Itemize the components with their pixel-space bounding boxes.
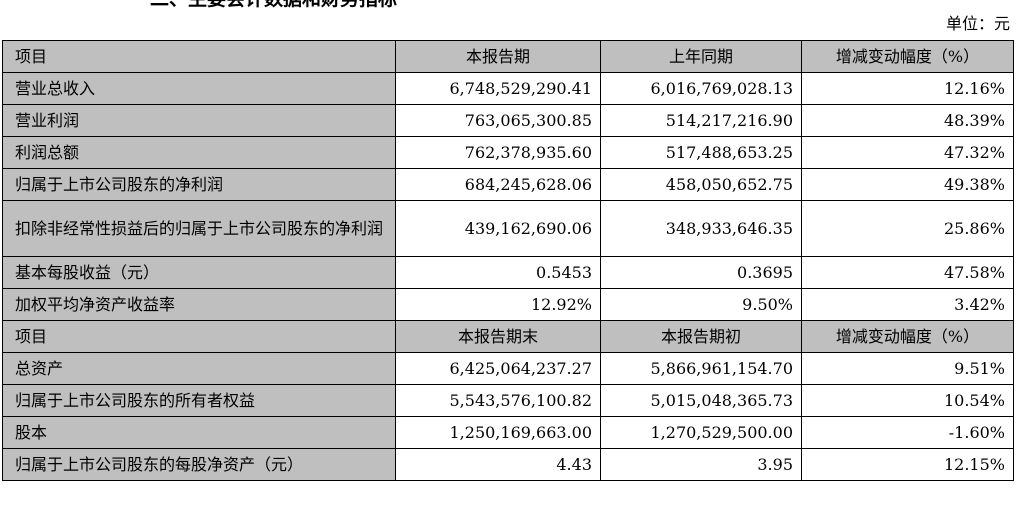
prior-value: 3.95	[600, 448, 802, 481]
column-header-current: 本报告期末	[395, 320, 601, 353]
row-label: 加权平均净资产收益率	[2, 288, 396, 321]
row-label: 总资产	[2, 352, 396, 385]
current-value: 439,162,690.06	[395, 200, 601, 257]
current-value: 12.92%	[395, 288, 601, 321]
prior-value: 517,488,653.25	[600, 136, 802, 169]
row-label: 利润总额	[2, 136, 396, 169]
change-value: 12.15%	[801, 448, 1014, 481]
change-value: 12.16%	[801, 72, 1014, 105]
current-value: 762,378,935.60	[395, 136, 601, 169]
table-header-row: 项目 本报告期 上年同期 增减变动幅度（%）	[2, 40, 1014, 73]
column-header-prior: 本报告期初	[600, 320, 802, 353]
table-row: 加权平均净资产收益率 12.92% 9.50% 3.42%	[2, 288, 1014, 321]
unit-label: 单位：元	[945, 14, 1010, 33]
column-header-change: 增减变动幅度（%）	[801, 40, 1014, 73]
current-value: 1,250,169,663.00	[395, 416, 601, 449]
change-value: 49.38%	[801, 168, 1014, 201]
table-row: 扣除非经常性损益后的归属于上市公司股东的净利润 439,162,690.06 3…	[2, 200, 1014, 257]
column-header-change: 增减变动幅度（%）	[801, 320, 1014, 353]
section-title: 二、主要会计数据和财务指标	[150, 0, 397, 9]
prior-value: 1,270,529,500.00	[600, 416, 802, 449]
column-header-current: 本报告期	[395, 40, 601, 73]
row-label: 营业利润	[2, 104, 396, 137]
current-value: 684,245,628.06	[395, 168, 601, 201]
table-header-row: 项目 本报告期末 本报告期初 增减变动幅度（%）	[2, 320, 1014, 353]
prior-value: 458,050,652.75	[600, 168, 802, 201]
prior-value: 5,866,961,154.70	[600, 352, 802, 385]
prior-value: 348,933,646.35	[600, 200, 802, 257]
current-value: 4.43	[395, 448, 601, 481]
change-value: 48.39%	[801, 104, 1014, 137]
prior-value: 5,015,048,365.73	[600, 384, 802, 417]
row-label: 扣除非经常性损益后的归属于上市公司股东的净利润	[2, 200, 396, 257]
row-label: 归属于上市公司股东的每股净资产（元）	[2, 448, 396, 481]
table-row: 利润总额 762,378,935.60 517,488,653.25 47.32…	[2, 136, 1014, 169]
table-row: 股本 1,250,169,663.00 1,270,529,500.00 -1.…	[2, 416, 1014, 449]
row-label: 归属于上市公司股东的所有者权益	[2, 384, 396, 417]
prior-value: 514,217,216.90	[600, 104, 802, 137]
prior-value: 6,016,769,028.13	[600, 72, 802, 105]
table-row: 营业总收入 6,748,529,290.41 6,016,769,028.13 …	[2, 72, 1014, 105]
current-value: 6,425,064,237.27	[395, 352, 601, 385]
table-row: 总资产 6,425,064,237.27 5,866,961,154.70 9.…	[2, 352, 1014, 385]
change-value: -1.60%	[801, 416, 1014, 449]
column-header-item: 项目	[2, 40, 396, 73]
row-label: 股本	[2, 416, 396, 449]
column-header-item: 项目	[2, 320, 396, 353]
table-row: 归属于上市公司股东的每股净资产（元） 4.43 3.95 12.15%	[2, 448, 1014, 481]
change-value: 9.51%	[801, 352, 1014, 385]
change-value: 10.54%	[801, 384, 1014, 417]
current-value: 5,543,576,100.82	[395, 384, 601, 417]
table-row: 归属于上市公司股东的净利润 684,245,628.06 458,050,652…	[2, 168, 1014, 201]
column-header-prior: 上年同期	[600, 40, 802, 73]
prior-value: 9.50%	[600, 288, 802, 321]
table-row: 归属于上市公司股东的所有者权益 5,543,576,100.82 5,015,0…	[2, 384, 1014, 417]
table-row: 营业利润 763,065,300.85 514,217,216.90 48.39…	[2, 104, 1014, 137]
financial-table: 项目 本报告期 上年同期 增减变动幅度（%） 营业总收入 6,748,529,2…	[2, 40, 1014, 481]
change-value: 3.42%	[801, 288, 1014, 321]
table-row: 基本每股收益（元） 0.5453 0.3695 47.58%	[2, 256, 1014, 289]
change-value: 25.86%	[801, 200, 1014, 257]
change-value: 47.32%	[801, 136, 1014, 169]
current-value: 763,065,300.85	[395, 104, 601, 137]
prior-value: 0.3695	[600, 256, 802, 289]
current-value: 0.5453	[395, 256, 601, 289]
current-value: 6,748,529,290.41	[395, 72, 601, 105]
row-label: 营业总收入	[2, 72, 396, 105]
change-value: 47.58%	[801, 256, 1014, 289]
row-label: 基本每股收益（元）	[2, 256, 396, 289]
row-label: 归属于上市公司股东的净利润	[2, 168, 396, 201]
